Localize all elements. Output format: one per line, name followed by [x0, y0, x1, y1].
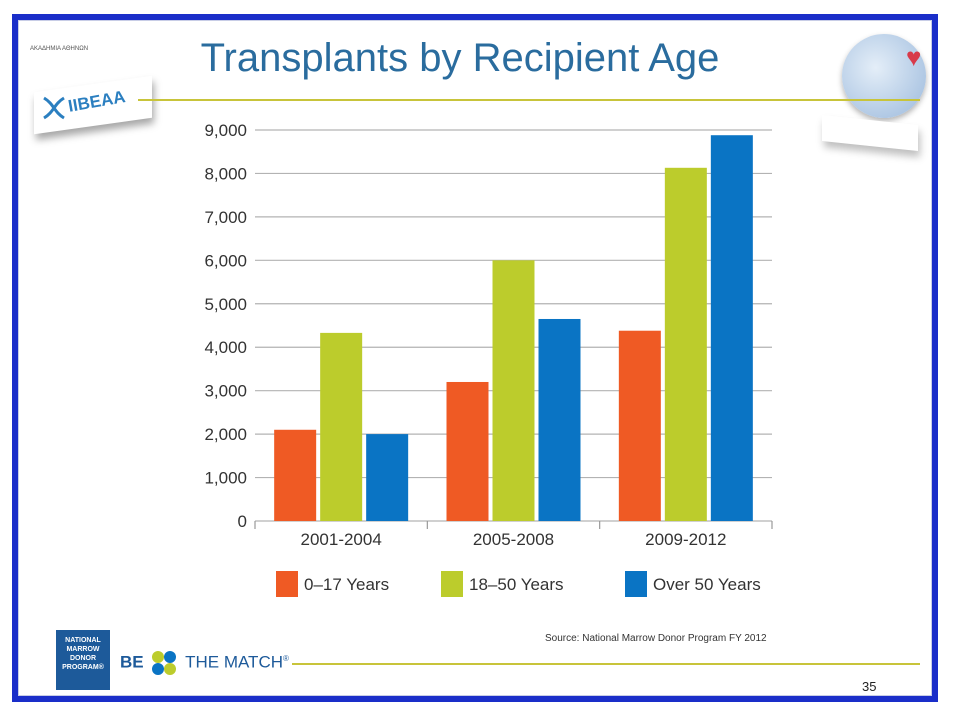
dna-icon	[43, 96, 65, 120]
y-tick-label: 7,000	[204, 208, 247, 227]
academy-label: ΑΚΑΔΗΜΙΑ ΑΘΗΝΩΝ	[30, 46, 89, 52]
nmdp-line: MARROW	[66, 646, 100, 653]
legend-label: Over 50 Years	[653, 575, 761, 594]
y-tick-label: 1,000	[204, 469, 247, 488]
x-tick-label: 2009-2012	[645, 530, 726, 549]
ibeaa-logo: ΑΚΑΔΗΜΙΑ ΑΘΗΝΩΝ IIBEAA	[30, 40, 155, 140]
bar	[664, 167, 707, 521]
nmdp-line: NATIONAL	[65, 637, 101, 644]
heart-icon: ♥	[906, 42, 922, 72]
bar	[366, 434, 409, 521]
page-number: 35	[862, 679, 877, 694]
footer-rule	[292, 663, 920, 665]
y-tick-label: 8,000	[204, 164, 247, 183]
title-rule	[138, 99, 920, 101]
x-tick-label: 2001-2004	[301, 530, 382, 549]
bar	[538, 318, 581, 521]
legend-swatch	[276, 571, 298, 597]
logo-disc	[842, 34, 926, 118]
nmdp-logo: NATIONAL MARROW DONOR PROGRAM®	[56, 630, 110, 690]
legend-swatch	[441, 571, 463, 597]
x-tick-label: 2005-2008	[473, 530, 554, 549]
bar	[618, 330, 661, 521]
source-note: Source: National Marrow Donor Program FY…	[545, 633, 767, 644]
nmdp-line: PROGRAM®	[62, 664, 104, 671]
y-tick-label: 0	[238, 512, 247, 531]
y-tick-label: 4,000	[204, 338, 247, 357]
legend-label: 18–50 Years	[469, 575, 564, 594]
legend-label: 0–17 Years	[304, 575, 390, 594]
match-dots-icon	[152, 651, 177, 675]
bar	[274, 429, 317, 521]
bar	[492, 260, 535, 521]
bar	[320, 332, 363, 521]
registered-mark: ®	[283, 653, 289, 663]
be-text: BE	[120, 652, 144, 672]
y-tick-label: 9,000	[204, 121, 247, 140]
y-tick-label: 2,000	[204, 425, 247, 444]
y-tick-label: 3,000	[204, 382, 247, 401]
the-match-text: THE MATCH	[185, 652, 283, 672]
slide-inner-border	[18, 20, 932, 696]
society-logo: ♥	[820, 28, 940, 152]
bar	[446, 381, 489, 521]
y-tick-label: 6,000	[204, 251, 247, 270]
y-tick-label: 5,000	[204, 295, 247, 314]
bar	[710, 135, 753, 522]
nmdp-line: DONOR	[69, 655, 97, 662]
be-the-match-logo: BE THE MATCH®	[120, 650, 289, 676]
slide-frame	[12, 14, 938, 702]
legend-swatch	[625, 571, 647, 597]
page-title: Transplants by Recipient Age	[200, 36, 720, 80]
